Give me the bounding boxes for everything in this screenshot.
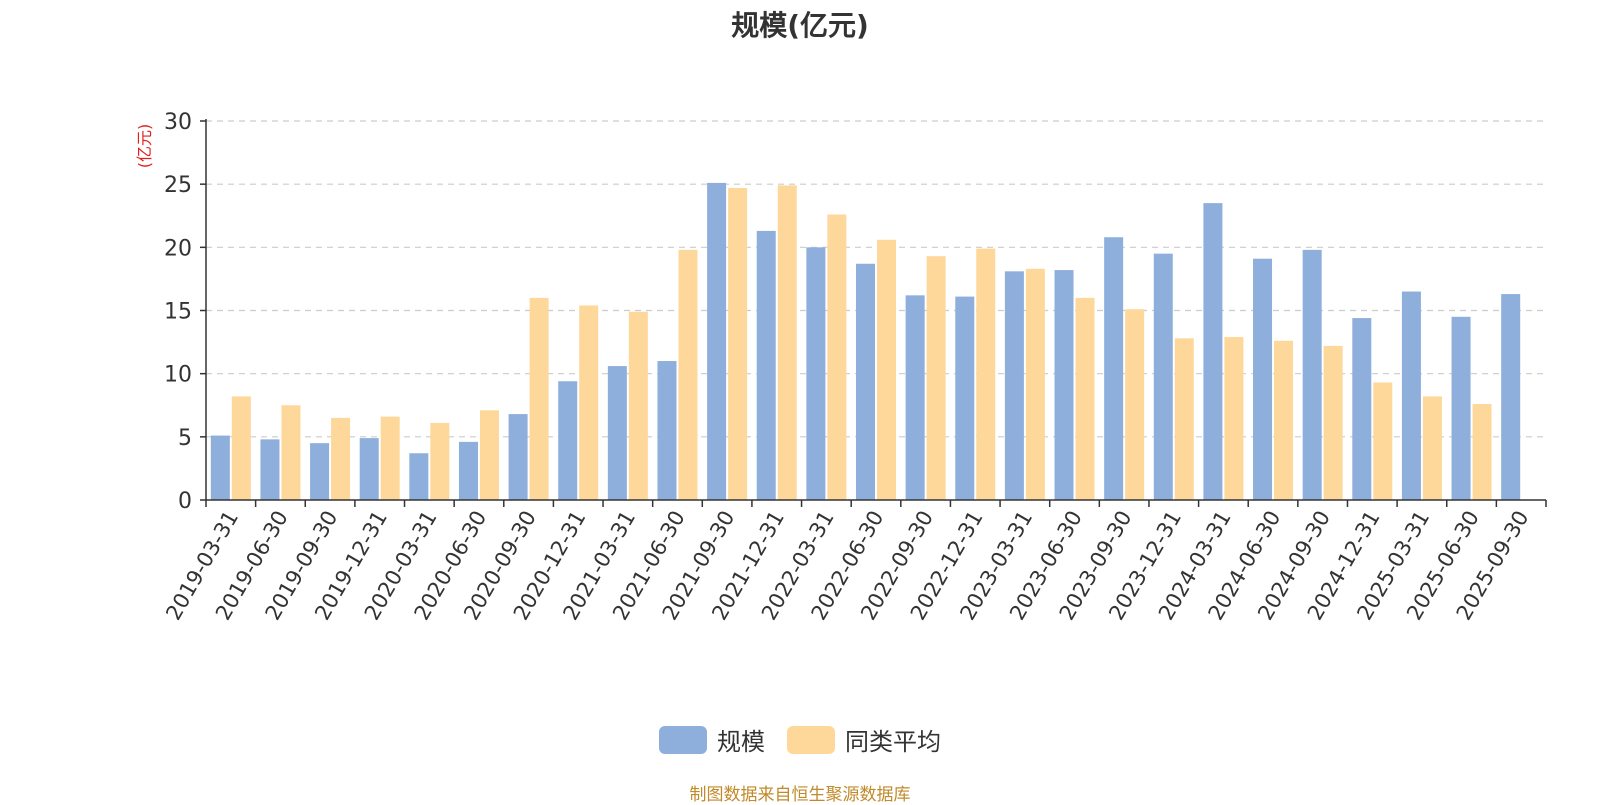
y-tick-label: 30	[164, 110, 192, 135]
bar-scale	[806, 247, 826, 500]
bar-peer-average	[1025, 268, 1045, 500]
bar-peer-average	[380, 416, 400, 500]
bar-peer-average	[777, 185, 797, 500]
bar-peer-average	[1472, 403, 1492, 500]
legend-label: 规模	[717, 728, 765, 756]
bar-scale	[1104, 237, 1124, 500]
bar-scale	[1401, 291, 1421, 500]
bar-scale	[756, 230, 776, 500]
bar-peer-average	[1323, 345, 1343, 500]
bar-scale	[1253, 258, 1273, 500]
bar-scale	[707, 182, 727, 501]
bar-scale	[310, 443, 330, 500]
legend-label: 同类平均	[845, 728, 941, 756]
bar-scale	[955, 296, 975, 500]
bar-peer-average	[331, 417, 351, 500]
bar-scale	[458, 441, 478, 500]
legend-item[interactable]: 规模	[659, 722, 765, 757]
bar-scale	[409, 453, 429, 500]
bar-peer-average	[231, 396, 251, 500]
bar-peer-average	[479, 410, 499, 500]
bar-peer-average	[1274, 340, 1294, 500]
bar-peer-average	[1174, 338, 1194, 500]
legend: 规模 同类平均	[0, 722, 1600, 757]
y-tick-label: 20	[164, 236, 192, 261]
bar-peer-average	[827, 214, 847, 500]
bar-peer-average	[976, 248, 996, 500]
bar-peer-average	[877, 239, 896, 500]
source-note: 制图数据来自恒生聚源数据库	[689, 785, 911, 805]
chart-title: 规模(亿元)	[731, 9, 869, 42]
bar-peer-average	[1373, 382, 1393, 500]
y-tick-label: 10	[164, 363, 192, 388]
y-tick-label: 0	[178, 489, 192, 514]
bar-scale	[1501, 294, 1521, 500]
legend-swatch	[787, 725, 835, 754]
bar-scale	[508, 414, 528, 500]
bar-scale	[1004, 271, 1024, 500]
y-tick-label: 15	[164, 300, 192, 325]
bar-scale	[1153, 253, 1173, 500]
bar-peer-average	[926, 256, 946, 500]
bar-scale	[1451, 316, 1471, 500]
bar-peer-average	[281, 405, 301, 500]
bar-scale	[558, 381, 578, 500]
y-axis-label: (亿元)	[135, 124, 154, 169]
bar-peer-average	[728, 187, 748, 500]
bar-scale	[359, 438, 379, 500]
bar-scale	[260, 439, 280, 500]
bar-peer-average	[1224, 337, 1244, 500]
bar-scale	[1302, 249, 1322, 500]
y-tick-label: 25	[164, 173, 192, 198]
bar-peer-average	[430, 422, 450, 500]
bar-peer-average	[628, 311, 648, 500]
bar-scale	[1352, 318, 1372, 500]
bar-scale	[607, 366, 627, 500]
legend-swatch	[659, 725, 707, 754]
bar-scale	[210, 435, 230, 500]
bar-peer-average	[529, 297, 549, 500]
bar-peer-average	[579, 305, 599, 500]
legend-item[interactable]: 同类平均	[787, 722, 941, 757]
bar-peer-average	[678, 249, 698, 500]
bar-peer-average	[1422, 396, 1442, 500]
bar-scale	[905, 295, 925, 500]
bar-scale	[1054, 270, 1074, 500]
y-tick-label: 5	[178, 426, 192, 451]
bar-peer-average	[1125, 309, 1145, 500]
bar-peer-average	[1075, 297, 1095, 500]
bar-scale	[856, 263, 875, 500]
bar-scale	[1203, 203, 1223, 500]
bar-scale	[657, 361, 677, 500]
